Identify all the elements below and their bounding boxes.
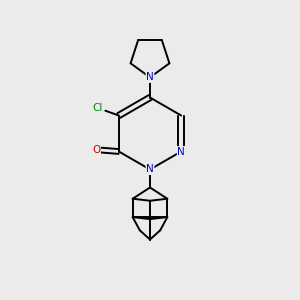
Text: Cl: Cl	[93, 103, 103, 113]
Text: N: N	[177, 146, 185, 157]
Text: O: O	[92, 145, 100, 155]
Text: N: N	[146, 164, 154, 175]
Text: N: N	[146, 72, 154, 82]
